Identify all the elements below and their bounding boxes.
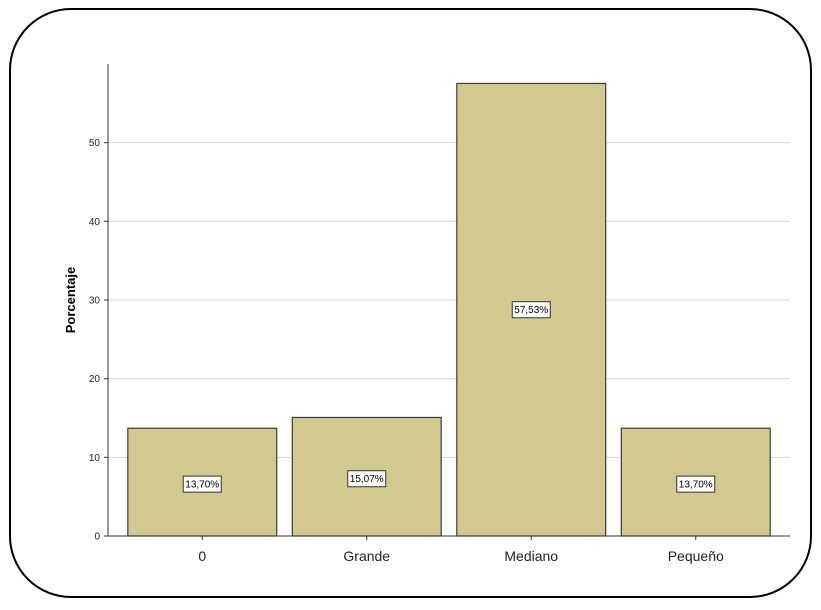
data-label-box xyxy=(182,475,222,493)
data-label-box xyxy=(511,301,551,319)
y-tick-label: 50 xyxy=(89,138,101,149)
bar-grande xyxy=(291,416,442,537)
x-tick-label: Mediano xyxy=(504,548,558,564)
y-axis-title: Porcentaje xyxy=(63,267,78,333)
x-tick-label: Pequeño xyxy=(668,548,724,564)
data-label: 15,07% xyxy=(350,474,384,485)
data-label-box xyxy=(347,470,387,488)
y-axis: 0 10 20 30 40 50 xyxy=(89,64,109,543)
data-label: 13,70% xyxy=(185,480,219,491)
y-tick-label: 10 xyxy=(89,453,101,464)
data-label-box xyxy=(676,475,716,493)
x-axis: 0 Grande Mediano Pequeño xyxy=(108,535,790,564)
bars xyxy=(127,82,771,537)
y-tick-label: 20 xyxy=(89,374,101,385)
y-tick-label: 40 xyxy=(89,217,101,228)
gridlines xyxy=(108,142,790,458)
data-labels: 13,70% 15,07% 57,53% 13,70% xyxy=(182,301,716,493)
data-label: 57,53% xyxy=(514,305,548,316)
y-tick-label: 30 xyxy=(89,296,101,307)
data-label: 13,70% xyxy=(679,480,713,491)
x-tick-label: Grande xyxy=(343,548,390,564)
y-tick-label: 0 xyxy=(94,532,100,543)
x-tick-label: 0 xyxy=(198,548,206,564)
